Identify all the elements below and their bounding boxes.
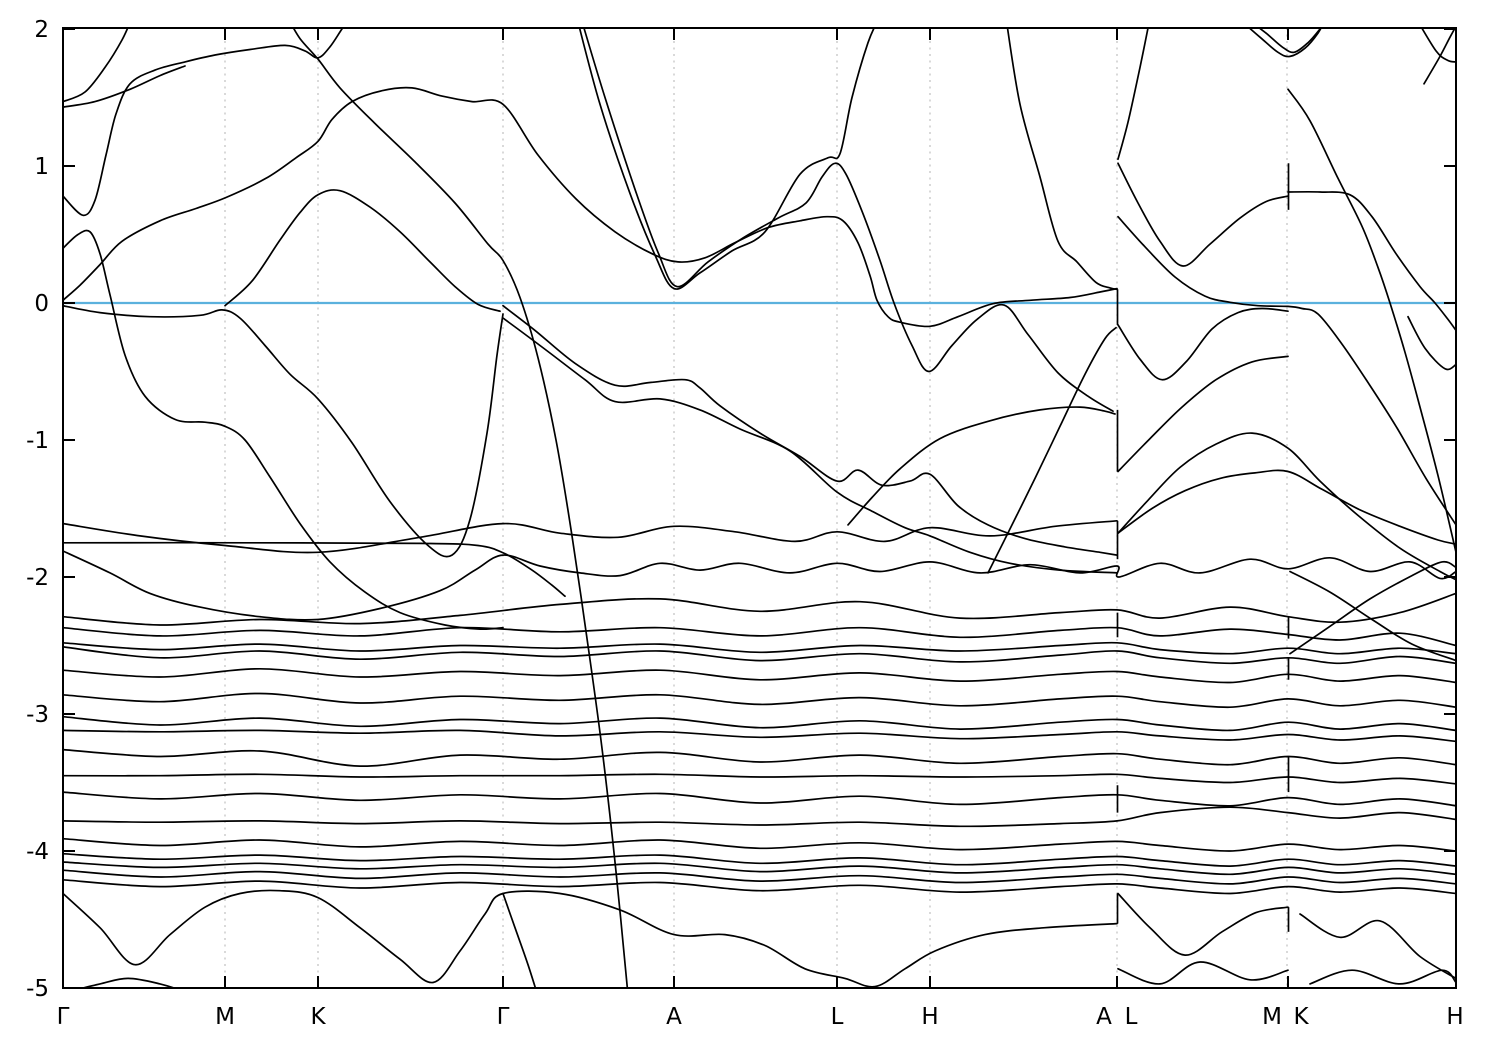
- band-curve: [63, 304, 504, 558]
- x-tick-label: L: [831, 1004, 844, 1030]
- band-curve: [63, 592, 1456, 626]
- y-tick-label: 1: [34, 154, 49, 180]
- y-tick-label: -4: [26, 839, 49, 865]
- band-curve: [1289, 560, 1456, 655]
- band-curve: [1117, 469, 1456, 545]
- band-curve: [63, 519, 1118, 554]
- band-curve: [63, 852, 1456, 867]
- band-curve: [502, 317, 1118, 574]
- band-curve: [1006, 28, 1118, 291]
- y-tick-label: -1: [26, 428, 49, 454]
- band-curve: [1287, 190, 1456, 332]
- band-curve: [847, 406, 1116, 526]
- band-curve: [1309, 969, 1456, 985]
- band-curve: [63, 28, 344, 217]
- band-curve: [63, 729, 1456, 743]
- band-curve: [63, 541, 566, 598]
- band-curve: [63, 229, 504, 631]
- band-curve: [63, 65, 186, 108]
- band-curve: [79, 977, 177, 988]
- band-curve: [1287, 88, 1456, 554]
- band-curve: [63, 626, 1456, 647]
- x-tick-label: K: [310, 1004, 326, 1030]
- band-curve: [578, 28, 875, 290]
- x-tick-label: M: [215, 1004, 235, 1030]
- band-curve: [1117, 355, 1289, 473]
- band-curve: [1248, 28, 1323, 58]
- band-curve: [63, 692, 1456, 709]
- band-curve: [1289, 570, 1456, 662]
- band-curve: [63, 837, 1456, 852]
- band-curve: [63, 878, 1456, 895]
- band-curve: [502, 304, 1118, 556]
- x-tick-label: K: [1293, 1004, 1309, 1030]
- y-tick-label: -2: [26, 565, 49, 591]
- band-curve: [1117, 892, 1289, 956]
- y-tick-label: -5: [26, 976, 49, 1002]
- x-tick-label: L: [1125, 1004, 1138, 1030]
- band-curve: [1117, 215, 1456, 526]
- band-curve: [63, 715, 1456, 732]
- bands-layer: [63, 28, 1456, 988]
- band-curve: [1423, 28, 1456, 85]
- y-tick-label: 2: [34, 17, 49, 43]
- band-curve: [63, 748, 1456, 767]
- band-curve: [1117, 432, 1456, 581]
- band-curve: [63, 86, 1118, 328]
- x-tick-label: A: [1096, 1004, 1112, 1030]
- band-curve: [1420, 28, 1456, 63]
- band-curve: [292, 28, 629, 988]
- band-curve: [63, 889, 1118, 988]
- y-tick-label: 0: [34, 291, 49, 317]
- band-curve: [1407, 315, 1456, 371]
- band-curve: [63, 861, 1456, 876]
- band-curve: [224, 189, 501, 313]
- band-curve: [63, 646, 1456, 665]
- band-curve: [987, 326, 1117, 574]
- band-curve: [1117, 961, 1289, 985]
- x-tick-label: H: [1446, 1004, 1463, 1030]
- band-curve: [1117, 28, 1149, 161]
- band-curve: [63, 28, 129, 103]
- band-curve: [63, 869, 1456, 885]
- band-curve: [63, 806, 1456, 828]
- x-tick-label: Γ: [57, 1004, 70, 1030]
- x-tick-label: M: [1262, 1004, 1282, 1030]
- band-curve: [583, 28, 1114, 413]
- band-curve: [63, 773, 1456, 785]
- band-curve: [502, 892, 537, 988]
- x-tick-label: H: [921, 1004, 938, 1030]
- band-curve: [63, 550, 1456, 621]
- band-curve: [63, 667, 1456, 684]
- band-curve: [63, 791, 1456, 807]
- plot-border: [62, 27, 1457, 989]
- x-tick-label: Γ: [497, 1004, 510, 1030]
- band-curve: [63, 641, 1456, 655]
- band-curve: [1299, 913, 1456, 980]
- y-tick-label: -3: [26, 702, 49, 728]
- band-curve: [1117, 307, 1289, 381]
- x-tick-label: A: [666, 1004, 682, 1030]
- band-curve: [1117, 162, 1289, 267]
